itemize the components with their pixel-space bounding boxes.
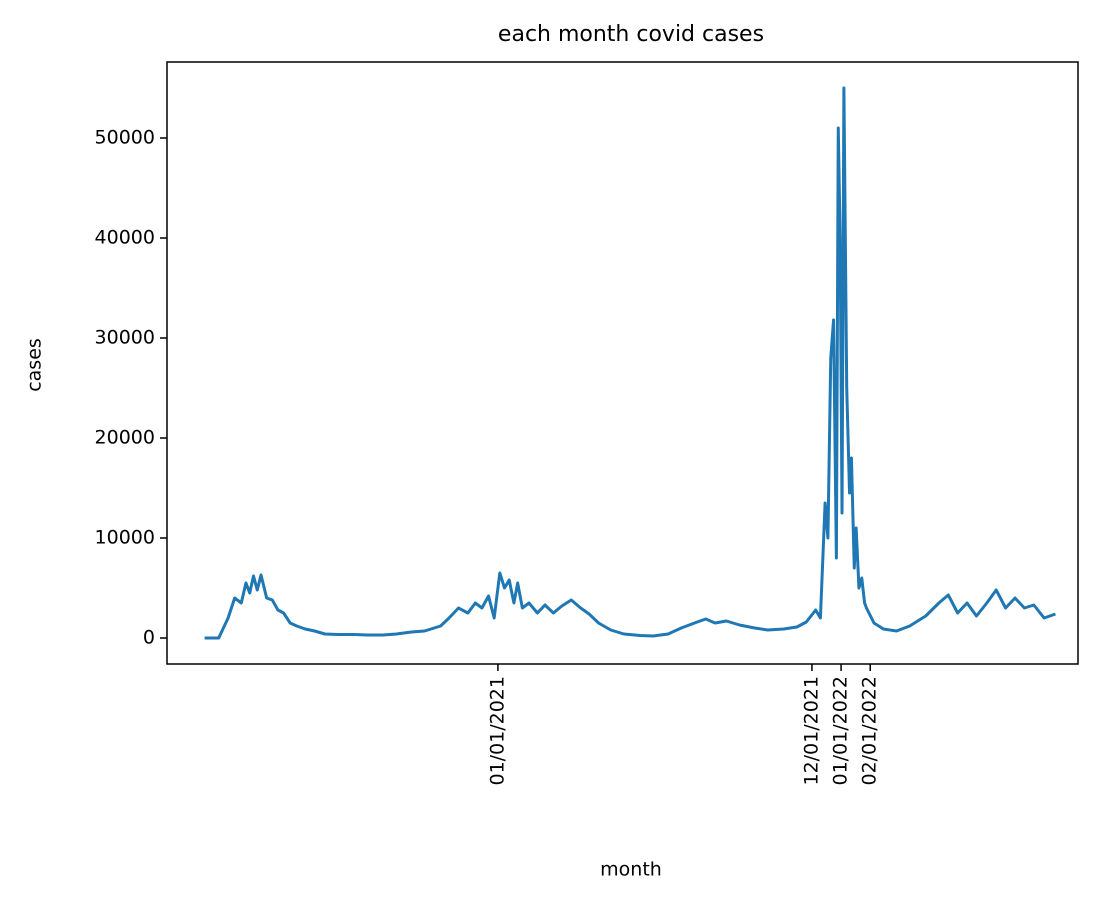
y-tick-label: 30000 <box>95 327 155 349</box>
y-axis-label: cases <box>24 338 46 392</box>
y-tick-label: 10000 <box>95 527 155 549</box>
plot-frame <box>166 61 1079 665</box>
x-tick-label: 02/01/2022 <box>859 676 881 786</box>
y-tick-label: 40000 <box>95 227 155 249</box>
x-axis-label: month <box>600 859 662 881</box>
x-tick-label: 12/01/2021 <box>800 676 822 786</box>
chart-title: each month covid cases <box>498 22 764 47</box>
x-tick-label: 01/01/2022 <box>830 676 852 786</box>
data-line <box>204 86 1056 640</box>
y-tick-label: 20000 <box>95 427 155 449</box>
y-tick-label: 0 <box>143 627 155 649</box>
y-tick-label: 50000 <box>95 127 155 149</box>
x-tick-label: 01/01/2021 <box>486 676 508 786</box>
